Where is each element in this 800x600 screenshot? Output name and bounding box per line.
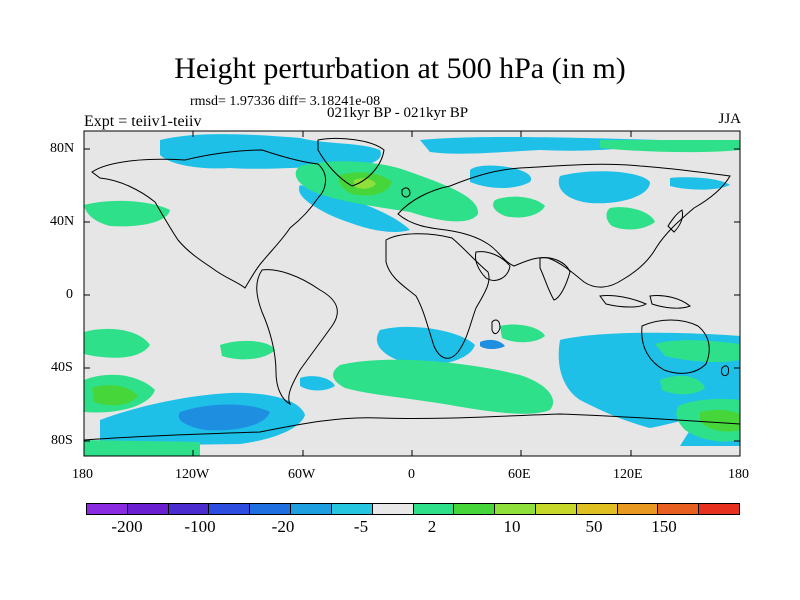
periods-text: 021kyr BP - 021kyr BP: [327, 105, 469, 121]
coastline-india: [539, 257, 571, 301]
colorbar-segment: [658, 504, 700, 514]
colorbar-label: -5: [353, 517, 369, 536]
contour-region: [299, 185, 410, 233]
plot-title: Height perturbation at 500 hPa (in m): [174, 52, 626, 85]
contour-region: [470, 165, 532, 188]
coastline-africa: [385, 233, 490, 359]
colorbar-segment: [576, 504, 618, 514]
contour-region: [333, 359, 554, 414]
contour-region: [606, 207, 655, 230]
coastline-greenland: [317, 137, 385, 187]
lon-label-180w: 180: [72, 467, 93, 482]
coastline-new-zealand: [721, 365, 729, 377]
stats-text: rmsd= 1.97336 diff= 3.18241e-08: [190, 94, 381, 109]
contour-region: [600, 140, 740, 153]
coastline-indonesia: [599, 295, 691, 309]
contour-region: [700, 409, 740, 432]
lat-label-40s: 40S: [51, 360, 73, 375]
contour-region: [354, 178, 376, 189]
colorbar-segment: [331, 504, 373, 514]
coastline-antarctica: [84, 413, 740, 441]
contour-fill-layer: [84, 131, 740, 456]
lat-label-80s: 80S: [51, 433, 73, 448]
colorbar-segment: [291, 504, 332, 514]
colorbar-label: -100: [184, 517, 216, 536]
coastline-layer: [84, 137, 740, 441]
lat-label-80n: 80N: [50, 141, 75, 156]
colorbar-segment: [413, 504, 455, 514]
colorbar-segment: [209, 504, 251, 514]
contour-region: [220, 340, 275, 360]
colorbar-segment: [535, 504, 577, 514]
colorbar-segment: [699, 504, 739, 514]
colorbar-label: -20: [271, 517, 295, 536]
contour-region: [670, 177, 730, 190]
lat-label-40n: 40N: [50, 214, 75, 229]
contour-region: [376, 326, 475, 366]
colorbar-label: 150: [651, 517, 677, 536]
colorbar-segment: [87, 504, 128, 514]
colorbar-label: 2: [427, 517, 437, 536]
contour-region: [300, 376, 335, 391]
colorbar-label: 10: [503, 517, 521, 536]
contour-region: [84, 200, 170, 227]
lon-label-120e: 120E: [613, 467, 643, 482]
colorbar-segment: [454, 504, 496, 514]
lat-ticks: [84, 148, 740, 442]
colorbar-label: 50: [585, 517, 603, 536]
lon-label-0: 0: [408, 467, 415, 482]
contour-region: [92, 385, 138, 406]
contour-region: [178, 404, 270, 431]
contour-region: [493, 196, 545, 218]
lon-label-60e: 60E: [508, 467, 531, 482]
coastline-uk: [401, 187, 411, 198]
coastline-north-america: [91, 149, 326, 289]
contour-region: [500, 324, 545, 343]
contour-region: [84, 440, 200, 456]
colorbar: [86, 503, 740, 515]
lat-label-0: 0: [66, 287, 73, 302]
lon-ticks: [83, 131, 741, 456]
lon-label-60w: 60W: [288, 467, 316, 482]
contour-region: [160, 134, 381, 169]
contour-region: [84, 328, 150, 358]
experiment-label: Expt = teiiv1-teiiv: [84, 113, 202, 130]
colorbar-segment: [127, 504, 169, 514]
coastline-japan: [667, 209, 683, 233]
coastline-south-america: [256, 269, 338, 406]
lon-label-120w: 120W: [175, 467, 210, 482]
coastline-madagascar: [491, 319, 501, 335]
colorbar-segment: [372, 504, 414, 514]
contour-region: [480, 339, 505, 349]
colorbar-segment: [168, 504, 210, 514]
coastline-australia: [641, 319, 710, 374]
colorbar-segment: [250, 504, 292, 514]
season-label: JJA: [718, 111, 741, 127]
colorbar-label: -200: [111, 517, 143, 536]
coastline-arabia: [475, 251, 511, 281]
contour-region: [558, 171, 650, 204]
colorbar-segment: [495, 504, 536, 514]
colorbar-segment: [617, 504, 659, 514]
contour-region: [655, 340, 740, 363]
coastline-eurasia: [397, 163, 731, 288]
contour-region: [660, 375, 705, 395]
lon-label-180e: 180: [728, 467, 749, 482]
